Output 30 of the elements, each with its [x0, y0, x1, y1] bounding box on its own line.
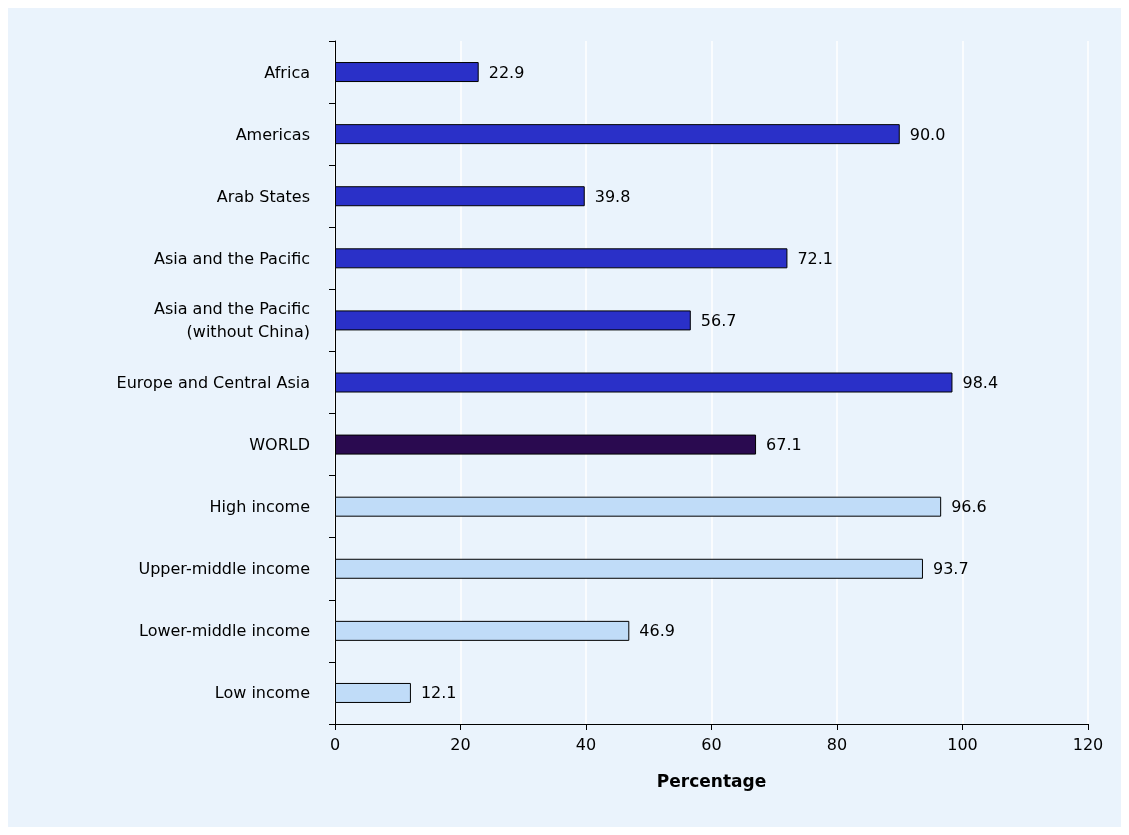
- x-tick-label: 0: [329, 734, 341, 754]
- data-label: 39.8: [594, 186, 631, 206]
- data-label: 22.9: [488, 62, 525, 82]
- y-tick-label: Asia and the Pacific (without China): [154, 299, 310, 342]
- x-tick-label: 60: [701, 734, 722, 754]
- data-label: 72.1: [797, 248, 834, 268]
- y-tick-label: Asia and the Pacific: [154, 248, 310, 268]
- data-label: 93.7: [932, 559, 969, 579]
- data-label: 90.0: [909, 124, 946, 144]
- y-tick-label: Americas: [235, 124, 310, 144]
- x-tick-label: 40: [575, 734, 597, 754]
- data-label: 96.6: [951, 497, 987, 517]
- data-label: 98.4: [962, 373, 999, 392]
- x-tick-label: 80: [826, 734, 848, 754]
- data-label: 67.1: [766, 435, 802, 455]
- data-label: 56.7: [700, 310, 737, 330]
- y-tick-label: Upper-middle income: [138, 559, 310, 579]
- y-tick-label: Arab States: [216, 186, 310, 206]
- y-tick-label: Low income: [214, 683, 310, 703]
- data-label: 46.9: [639, 621, 675, 641]
- y-tick-label: Africa: [264, 62, 310, 82]
- data-label: 12.1: [420, 683, 457, 703]
- x-tick-label: 120: [1072, 734, 1104, 754]
- x-tick-label: 100: [947, 734, 978, 754]
- y-tick-label: High income: [209, 497, 310, 517]
- y-tick-label: Europe and Central Asia: [116, 373, 310, 392]
- y-tick-label: WORLD: [249, 435, 310, 455]
- y-tick-label: Lower-middle income: [139, 621, 310, 641]
- x-axis-title: Percentage: [656, 770, 767, 791]
- x-tick-label: 20: [450, 734, 471, 754]
